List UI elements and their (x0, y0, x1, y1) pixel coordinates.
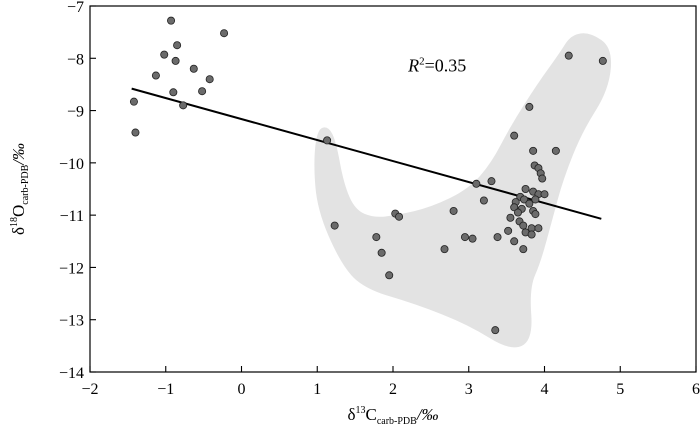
x-tick-label: 6 (692, 381, 700, 398)
data-point (189, 64, 198, 73)
data-point (525, 199, 534, 208)
data-point (520, 195, 529, 204)
x-label-sup: 13 (355, 405, 365, 416)
r-value: =0.35 (425, 55, 467, 75)
x-tick-label: 1 (313, 381, 321, 398)
y-label-main: O (9, 205, 28, 217)
data-point (129, 97, 138, 106)
data-point (131, 128, 140, 137)
y-tick-label: −12 (59, 260, 84, 277)
x-label-prefix: δ (347, 405, 355, 424)
data-point (173, 41, 182, 50)
y-label-sup: 18 (9, 217, 20, 227)
data-point (491, 326, 500, 335)
data-point (220, 29, 229, 38)
y-tick-label: −9 (67, 104, 84, 121)
data-point (169, 88, 178, 97)
data-point (479, 196, 488, 205)
data-point (198, 87, 207, 96)
data-point (538, 174, 547, 183)
data-point (395, 212, 404, 221)
data-point (377, 248, 386, 257)
shaded-region (314, 33, 612, 348)
y-tick-label: −11 (60, 208, 84, 225)
x-label-sub: carb-PDB (377, 416, 417, 427)
y-label-suffix: /‰ (9, 143, 28, 166)
data-point (487, 177, 496, 186)
axis-ticks-layer: −2 −1 0 1 2 3 4 5 6−7−8−9−10−11−12−13−14 (59, 0, 700, 398)
r-squared-annotation: R2=0.35 (407, 55, 466, 75)
x-label-main: C (365, 405, 376, 424)
data-point (504, 226, 513, 235)
y-axis-label: δ18Ocarb-PDB/‰ (9, 143, 31, 235)
data-point (534, 224, 543, 233)
x-tick-label: 5 (616, 381, 624, 398)
x-tick-label: −2 (81, 381, 98, 398)
data-point (506, 213, 515, 222)
data-point (529, 146, 538, 155)
y-tick-label: −7 (67, 0, 84, 16)
y-tick-label: −13 (59, 313, 84, 330)
data-point (540, 190, 549, 199)
data-point (525, 102, 534, 111)
data-point (598, 56, 607, 65)
y-tick-label: −14 (59, 365, 84, 382)
r-italic: R (407, 55, 419, 75)
data-point (521, 184, 530, 193)
x-tick-label: 2 (389, 381, 397, 398)
data-point (460, 233, 469, 242)
y-tick-label: −8 (67, 51, 84, 68)
data-point (151, 71, 160, 80)
shaded-region-layer (314, 33, 612, 348)
data-point (551, 146, 560, 155)
x-label-suffix: /‰ (416, 405, 439, 424)
data-point (330, 221, 339, 230)
x-tick-label: 0 (238, 381, 246, 398)
data-point (372, 233, 381, 242)
y-label-prefix: δ (9, 227, 28, 235)
data-point (179, 101, 188, 110)
data-point (167, 16, 176, 25)
data-point (510, 237, 519, 246)
x-tick-label: 3 (465, 381, 473, 398)
data-point (531, 210, 540, 219)
data-point (468, 234, 477, 243)
data-point (440, 245, 449, 254)
data-point (564, 51, 573, 60)
y-label-sub: carb-PDB (20, 164, 31, 204)
x-tick-label: −1 (157, 381, 174, 398)
data-point (519, 221, 528, 230)
data-point (531, 195, 540, 204)
data-point (510, 131, 519, 140)
data-point (160, 50, 169, 59)
data-point (449, 206, 458, 215)
data-point (205, 75, 214, 84)
r-superscript: 2 (419, 55, 425, 67)
data-point (513, 208, 522, 217)
y-tick-label: −10 (59, 156, 84, 173)
data-point (519, 245, 528, 254)
data-points-layer (129, 16, 607, 335)
data-point (385, 271, 394, 280)
data-point (171, 56, 180, 65)
data-point (527, 230, 536, 239)
x-axis-label: δ13Ccarb-PDB/‰ (347, 405, 438, 427)
data-point (323, 136, 332, 145)
x-tick-label: 4 (541, 381, 549, 398)
data-point (493, 233, 502, 242)
data-point (472, 179, 481, 188)
